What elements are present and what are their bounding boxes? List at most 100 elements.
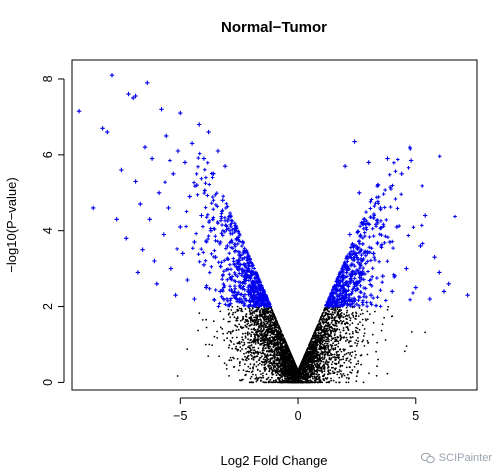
nonsignificant-point <box>305 351 307 354</box>
significant-point <box>361 227 366 231</box>
nonsignificant-point <box>345 381 348 384</box>
significant-point <box>350 278 354 282</box>
nonsignificant-point <box>348 333 351 335</box>
nonsignificant-point <box>240 307 243 310</box>
nonsignificant-point <box>252 341 255 344</box>
nonsignificant-point <box>346 309 349 312</box>
nonsignificant-point <box>355 339 358 342</box>
nonsignificant-point <box>348 341 350 344</box>
nonsignificant-point <box>328 381 330 384</box>
nonsignificant-point <box>318 373 320 376</box>
significant-point <box>206 234 211 238</box>
nonsignificant-point <box>351 369 354 372</box>
significant-point <box>390 183 395 188</box>
significant-point <box>393 169 398 174</box>
nonsignificant-point <box>323 345 325 348</box>
nonsignificant-point <box>337 350 339 353</box>
significant-point <box>356 257 361 262</box>
nonsignificant-point <box>263 345 265 347</box>
nonsignificant-point <box>312 343 314 346</box>
nonsignificant-point <box>348 316 351 318</box>
nonsignificant-point <box>351 306 354 309</box>
nonsignificant-point <box>245 315 248 318</box>
nonsignificant-point <box>275 351 278 353</box>
significant-point <box>368 250 372 255</box>
significant-point <box>357 239 361 244</box>
significant-point <box>207 182 212 187</box>
nonsignificant-point <box>340 358 343 361</box>
nonsignificant-point <box>264 339 266 342</box>
nonsignificant-point <box>251 331 253 334</box>
significant-point <box>337 272 342 277</box>
nonsignificant-point <box>244 355 246 358</box>
nonsignificant-point <box>254 335 256 338</box>
nonsignificant-point <box>328 328 331 331</box>
significant-point <box>219 294 224 299</box>
significant-point <box>380 280 384 284</box>
nonsignificant-point <box>261 364 263 366</box>
nonsignificant-point <box>264 337 266 340</box>
nonsignificant-point <box>255 361 258 363</box>
nonsignificant-point <box>405 345 408 347</box>
significant-point <box>352 304 357 309</box>
significant-point <box>241 284 246 289</box>
nonsignificant-point <box>320 347 323 349</box>
nonsignificant-point <box>367 341 370 344</box>
significant-point <box>213 234 218 238</box>
nonsignificant-point <box>254 377 257 380</box>
nonsignificant-point <box>268 380 270 382</box>
significant-point <box>337 297 342 301</box>
nonsignificant-point <box>346 322 349 325</box>
nonsignificant-point <box>311 363 313 366</box>
nonsignificant-point <box>253 312 256 314</box>
significant-point <box>222 298 226 302</box>
nonsignificant-point <box>308 343 311 346</box>
significant-point <box>364 219 369 223</box>
nonsignificant-point <box>228 375 231 377</box>
nonsignificant-point <box>355 380 358 383</box>
nonsignificant-point <box>361 324 364 327</box>
nonsignificant-point <box>315 332 317 335</box>
nonsignificant-point <box>254 343 257 345</box>
nonsignificant-point <box>356 342 359 345</box>
significant-point <box>349 292 354 296</box>
nonsignificant-point <box>351 313 353 315</box>
nonsignificant-point <box>299 377 302 379</box>
nonsignificant-point <box>330 345 333 347</box>
nonsignificant-point <box>231 313 234 316</box>
nonsignificant-point <box>310 338 313 341</box>
nonsignificant-point <box>325 318 328 321</box>
nonsignificant-point <box>358 328 361 331</box>
nonsignificant-point <box>289 377 291 379</box>
nonsignificant-point <box>313 351 316 354</box>
nonsignificant-point <box>282 351 285 354</box>
nonsignificant-point <box>348 340 351 342</box>
nonsignificant-point <box>277 358 279 360</box>
significant-point <box>242 246 247 251</box>
nonsignificant-point <box>186 348 189 350</box>
nonsignificant-point <box>247 351 250 354</box>
significant-point <box>199 247 204 251</box>
nonsignificant-point <box>232 366 235 368</box>
nonsignificant-point <box>279 364 282 367</box>
nonsignificant-point <box>246 323 249 326</box>
nonsignificant-point <box>269 331 272 334</box>
significant-point <box>207 219 212 223</box>
nonsignificant-point <box>356 327 359 330</box>
nonsignificant-point <box>338 381 341 384</box>
nonsignificant-point <box>313 354 315 356</box>
nonsignificant-point <box>216 337 219 339</box>
nonsignificant-point <box>318 347 320 350</box>
nonsignificant-point <box>316 359 319 361</box>
nonsignificant-point <box>291 367 294 370</box>
nonsignificant-point <box>355 375 358 378</box>
nonsignificant-point <box>306 348 308 351</box>
nonsignificant-point <box>287 364 290 367</box>
nonsignificant-point <box>262 374 264 377</box>
nonsignificant-point <box>324 352 326 354</box>
nonsignificant-point <box>349 345 352 348</box>
nonsignificant-point <box>334 340 337 342</box>
significant-point <box>229 245 233 250</box>
significant-point <box>247 278 251 283</box>
nonsignificant-point <box>205 318 208 321</box>
